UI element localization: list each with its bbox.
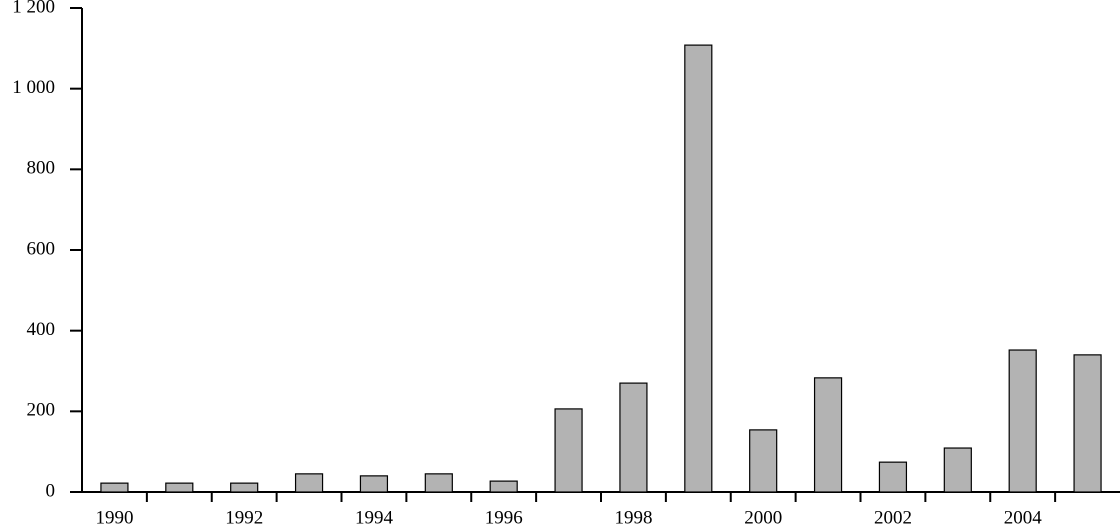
x-tick-label: 1994 — [355, 507, 394, 526]
bar — [684, 44, 713, 493]
bar — [813, 377, 843, 493]
bar — [554, 408, 583, 493]
bar — [749, 429, 778, 493]
bar — [878, 461, 908, 493]
bar — [359, 475, 389, 493]
bar — [230, 482, 259, 493]
bar — [619, 382, 648, 493]
x-tick-label: 1996 — [485, 507, 523, 526]
bar — [100, 482, 129, 493]
x-tick-label: 1992 — [225, 507, 263, 526]
x-tick-label: 1990 — [95, 507, 133, 526]
bar — [1073, 354, 1102, 493]
bar — [1008, 349, 1037, 493]
x-tick-label: 2000 — [744, 507, 782, 526]
y-tick-label: 1 200 — [12, 0, 55, 17]
y-tick-label: 1 000 — [12, 77, 55, 98]
y-tick-label: 0 — [46, 480, 56, 501]
x-tick-label: 2002 — [874, 507, 912, 526]
y-tick-label: 800 — [27, 158, 56, 179]
y-tick-label: 200 — [27, 400, 56, 421]
bar — [294, 473, 324, 493]
x-tick-label: 2004 — [1004, 507, 1043, 526]
bar — [424, 473, 453, 493]
y-tick-label: 400 — [27, 319, 56, 340]
bar — [165, 482, 194, 493]
bar — [489, 480, 518, 493]
bar — [943, 447, 972, 493]
x-tick-label: 1998 — [614, 507, 652, 526]
y-tick-label: 600 — [27, 238, 56, 259]
